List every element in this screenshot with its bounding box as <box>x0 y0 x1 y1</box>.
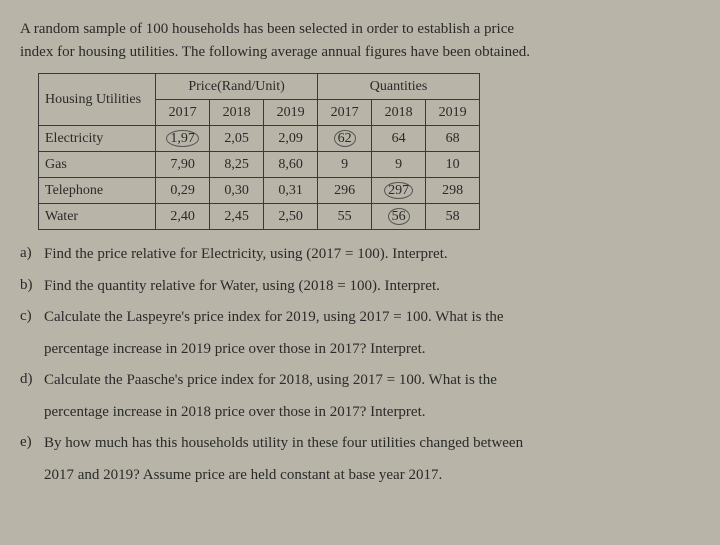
questions-list: a) Find the price relative for Electrici… <box>20 242 700 488</box>
col-year: 2019 <box>426 100 480 126</box>
col-year: 2019 <box>264 100 318 126</box>
col-year: 2018 <box>372 100 426 126</box>
table-row: Water 2,40 2,45 2,50 55 56 58 <box>39 204 480 230</box>
table-row: Electricity 1,97 2,05 2,09 62 64 68 <box>39 126 480 152</box>
question-a: a) Find the price relative for Electrici… <box>20 242 700 268</box>
intro-line2: index for housing utilities. The followi… <box>20 41 700 64</box>
question-c: c) Calculate the Laspeyre's price index … <box>20 305 700 331</box>
data-table: Housing Utilities Price(Rand/Unit) Quant… <box>38 73 480 230</box>
question-d: d) Calculate the Paasche's price index f… <box>20 368 700 394</box>
question-e-cont: 2017 and 2019? Assume price are held con… <box>44 463 700 489</box>
question-e: e) By how much has this households utili… <box>20 431 700 457</box>
col-year: 2018 <box>210 100 264 126</box>
row-header-label: Housing Utilities <box>39 74 156 126</box>
col-year: 2017 <box>318 100 372 126</box>
table-row: Gas 7,90 8,25 8,60 9 9 10 <box>39 152 480 178</box>
group-price: Price(Rand/Unit) <box>156 74 318 100</box>
col-year: 2017 <box>156 100 210 126</box>
intro-text: A random sample of 100 households has be… <box>20 18 700 63</box>
question-d-cont: percentage increase in 2018 price over t… <box>44 400 700 426</box>
group-qty: Quantities <box>318 74 480 100</box>
intro-line1: A random sample of 100 households has be… <box>20 18 700 41</box>
table-row: Telephone 0,29 0,30 0,31 296 297 298 <box>39 178 480 204</box>
question-b: b) Find the quantity relative for Water,… <box>20 274 700 300</box>
question-c-cont: percentage increase in 2019 price over t… <box>44 337 700 363</box>
